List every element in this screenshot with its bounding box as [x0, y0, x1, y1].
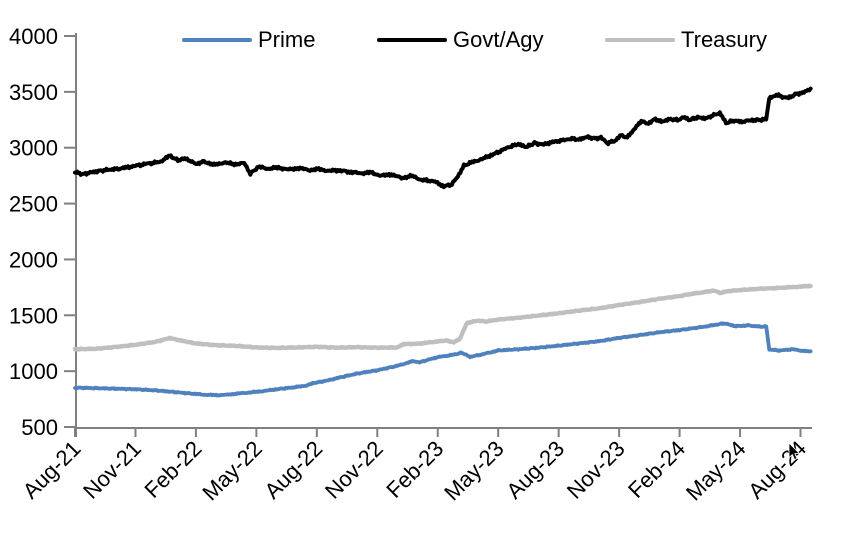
legend-line-sample-treasury — [605, 38, 675, 42]
x-tick-label: Aug-23 — [501, 436, 569, 504]
x-tick-label: Aug-24 — [743, 436, 811, 504]
y-tick-label: 3500 — [9, 80, 58, 105]
y-tick-label: 1500 — [9, 303, 58, 328]
y-tick-label: 500 — [21, 415, 58, 440]
y-tick-label: 1000 — [9, 359, 58, 384]
x-tick-label: Aug-21 — [18, 436, 86, 504]
legend-item-treasury: Treasury — [605, 29, 767, 51]
legend-label-treasury: Treasury — [681, 27, 767, 52]
legend-label-govt-agy: Govt/Agy — [453, 27, 544, 52]
series-line-govt-agy — [73, 86, 813, 190]
x-tick-label: May-24 — [681, 436, 751, 506]
legend-item-govt-agy: Govt/Agy — [377, 29, 543, 51]
x-tick-label: Nov-21 — [78, 436, 146, 504]
y-tick-label: 4000 — [9, 24, 58, 49]
x-tick-label: Nov-22 — [320, 436, 388, 504]
y-tick-label: 3000 — [9, 136, 58, 161]
mouse-cursor-icon — [788, 442, 801, 461]
x-tick-label: Feb-22 — [139, 436, 206, 503]
y-tick-label: 2500 — [9, 192, 58, 217]
legend-label-prime: Prime — [258, 27, 316, 52]
legend-item-prime: Prime — [182, 29, 315, 51]
x-tick-label: Feb-24 — [623, 436, 690, 503]
legend-line-sample-prime — [182, 38, 252, 42]
x-tick-label: May-23 — [439, 436, 509, 506]
series-line-treasury — [72, 283, 813, 352]
y-tick-label: 2000 — [9, 247, 58, 272]
x-tick-label: Feb-23 — [381, 436, 448, 503]
legend-line-sample-govt-agy — [377, 38, 447, 42]
x-tick-label: May-22 — [197, 436, 267, 506]
x-tick-label: Nov-23 — [562, 436, 630, 504]
series-line-prime — [73, 321, 813, 398]
x-tick-label: Aug-22 — [260, 436, 328, 504]
